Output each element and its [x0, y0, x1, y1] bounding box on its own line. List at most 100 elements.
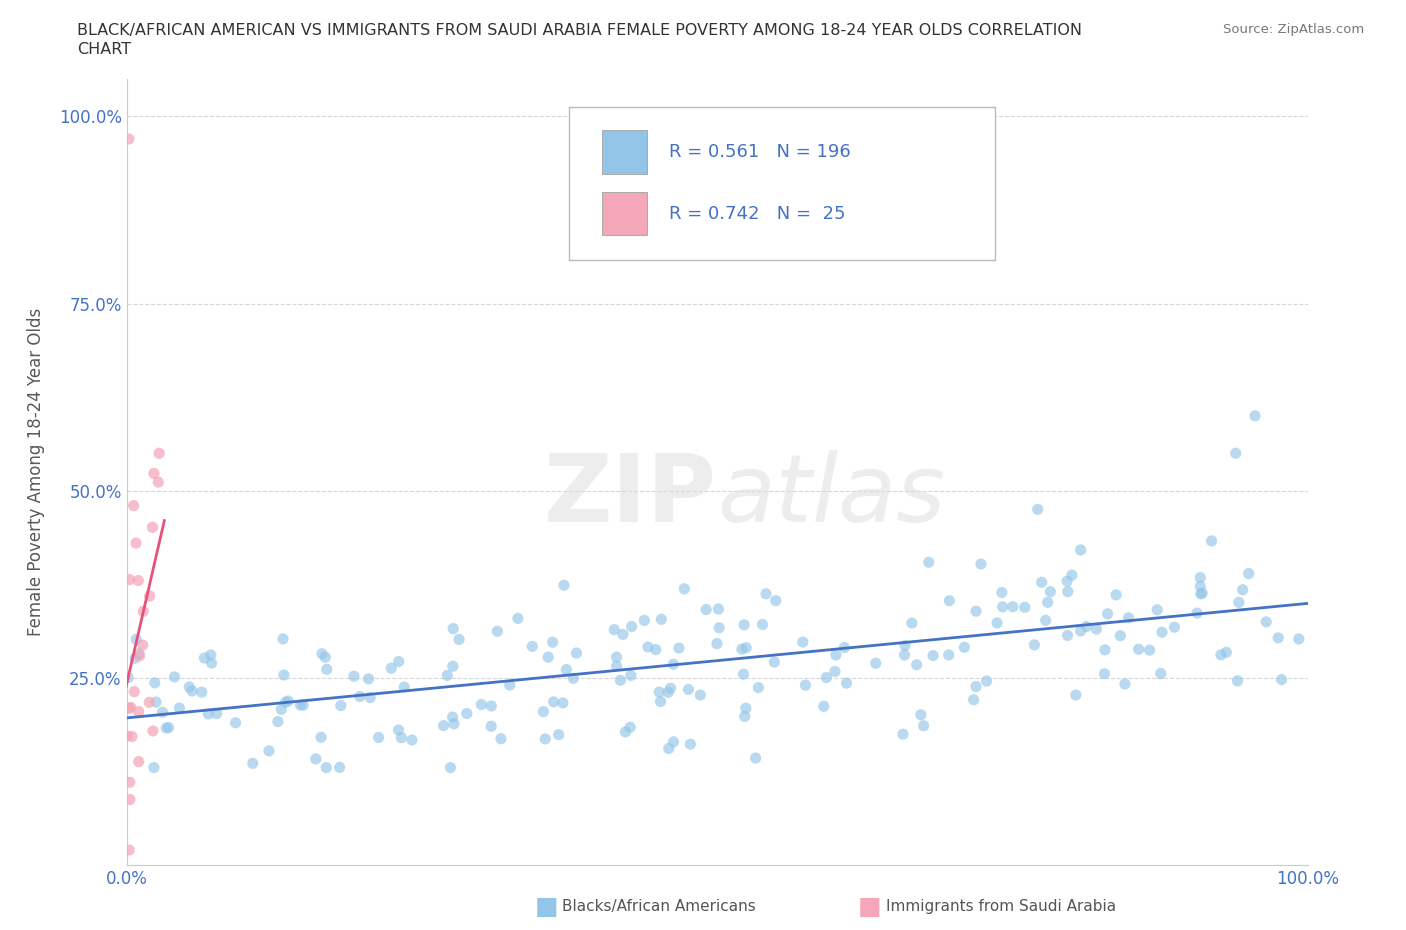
Point — [479, 719, 502, 734]
Point — [733, 667, 755, 682]
Point — [894, 638, 917, 653]
Point — [603, 622, 626, 637]
Point — [486, 624, 509, 639]
Point — [662, 735, 685, 750]
Point — [439, 760, 461, 775]
Point — [1056, 628, 1078, 643]
Point — [938, 647, 960, 662]
Point — [834, 640, 856, 655]
Point — [314, 650, 336, 665]
Point — [1163, 619, 1185, 634]
Point — [447, 632, 470, 647]
Point — [1232, 582, 1254, 597]
Point — [1189, 587, 1212, 602]
Point — [986, 616, 1008, 631]
Point — [744, 751, 766, 765]
Point — [733, 618, 755, 632]
Point — [1128, 642, 1150, 657]
Point — [824, 664, 846, 679]
Point — [367, 730, 389, 745]
Point — [456, 706, 478, 721]
Point — [118, 792, 141, 807]
Point — [359, 690, 381, 705]
Point — [148, 474, 170, 489]
Point — [619, 720, 641, 735]
Point — [118, 131, 141, 146]
Point — [606, 650, 628, 665]
Point — [813, 698, 835, 713]
Point — [991, 600, 1014, 615]
Point — [121, 729, 143, 744]
Point — [1094, 666, 1116, 681]
Point — [349, 689, 371, 704]
Point — [1150, 666, 1173, 681]
Point — [565, 645, 588, 660]
Point — [734, 701, 756, 716]
Point — [965, 679, 987, 694]
Point — [620, 619, 643, 634]
Point — [118, 572, 141, 587]
Point — [122, 498, 145, 513]
Point — [489, 731, 512, 746]
Point — [1288, 631, 1310, 646]
Text: ZIP: ZIP — [544, 449, 717, 541]
Point — [905, 658, 928, 672]
Point — [179, 680, 201, 695]
Point — [1094, 643, 1116, 658]
Text: atlas: atlas — [717, 450, 945, 541]
Point — [910, 708, 932, 723]
Point — [124, 684, 146, 699]
Point — [270, 702, 292, 717]
Point — [1064, 687, 1087, 702]
Point — [201, 656, 224, 671]
Point — [401, 733, 423, 748]
Point — [537, 650, 560, 665]
Point — [901, 616, 924, 631]
Point — [141, 520, 163, 535]
Point — [1001, 599, 1024, 614]
Point — [763, 655, 786, 670]
Point — [953, 640, 976, 655]
Point — [124, 651, 146, 666]
Point — [865, 656, 887, 671]
Point — [612, 627, 634, 642]
Point — [200, 647, 222, 662]
Point — [543, 695, 565, 710]
Point — [922, 648, 945, 663]
Point — [755, 586, 778, 601]
Point — [551, 696, 574, 711]
Point — [891, 726, 914, 741]
Point — [962, 692, 984, 707]
Point — [128, 648, 150, 663]
Point — [938, 593, 960, 608]
Point — [128, 754, 150, 769]
Point — [131, 638, 153, 653]
Point — [152, 705, 174, 720]
Point — [197, 707, 219, 722]
Point — [155, 721, 177, 736]
Point — [1271, 672, 1294, 687]
Point — [1201, 534, 1223, 549]
Point — [1237, 566, 1260, 581]
Text: R = 0.561   N = 196: R = 0.561 N = 196 — [669, 143, 851, 161]
Point — [311, 646, 333, 661]
Point — [794, 678, 817, 693]
Point — [835, 676, 858, 691]
Point — [274, 695, 297, 710]
Point — [499, 678, 522, 693]
Point — [1267, 631, 1289, 645]
Point — [562, 671, 585, 685]
Point — [193, 651, 215, 666]
Point — [120, 700, 142, 715]
Point — [1039, 584, 1062, 599]
Point — [257, 743, 280, 758]
Point — [1244, 408, 1267, 423]
Point — [132, 604, 155, 618]
Point — [143, 675, 166, 690]
Point — [912, 718, 935, 733]
Point — [673, 581, 696, 596]
Point — [145, 695, 167, 710]
Text: Source: ZipAtlas.com: Source: ZipAtlas.com — [1223, 23, 1364, 36]
Point — [329, 760, 352, 775]
Point — [181, 684, 204, 698]
